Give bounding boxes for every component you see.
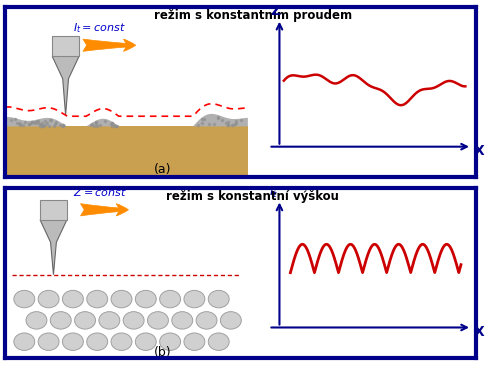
Circle shape [172, 312, 192, 329]
Circle shape [111, 290, 132, 308]
Circle shape [51, 312, 71, 329]
Circle shape [196, 312, 217, 329]
Circle shape [99, 312, 120, 329]
Text: režim s konstantním proudem: režim s konstantním proudem [154, 9, 352, 22]
Circle shape [87, 333, 108, 351]
Circle shape [208, 333, 229, 351]
Text: X: X [474, 325, 485, 339]
Text: Z: Z [271, 4, 281, 18]
FancyBboxPatch shape [5, 126, 248, 177]
Polygon shape [40, 220, 67, 275]
Circle shape [159, 290, 181, 308]
Circle shape [38, 290, 59, 308]
Polygon shape [52, 56, 79, 115]
Circle shape [26, 312, 47, 329]
Text: $I_t = const$: $I_t = const$ [73, 21, 126, 35]
Circle shape [38, 333, 59, 351]
Text: $Z = const$: $Z = const$ [73, 186, 127, 197]
Circle shape [184, 333, 205, 351]
Circle shape [62, 333, 84, 351]
FancyBboxPatch shape [52, 36, 79, 56]
Circle shape [62, 290, 84, 308]
Circle shape [14, 333, 35, 351]
Polygon shape [5, 114, 248, 126]
Text: (a): (a) [154, 163, 172, 176]
Circle shape [148, 312, 169, 329]
Circle shape [87, 290, 108, 308]
Circle shape [135, 333, 156, 351]
Circle shape [135, 290, 156, 308]
Circle shape [184, 290, 205, 308]
Circle shape [111, 333, 132, 351]
Circle shape [123, 312, 144, 329]
Circle shape [221, 312, 242, 329]
Circle shape [75, 312, 95, 329]
Text: X: X [474, 144, 485, 158]
Text: $I_t$: $I_t$ [268, 184, 278, 200]
Text: režim s konstantní výškou: režim s konstantní výškou [166, 190, 339, 203]
Circle shape [14, 290, 35, 308]
Circle shape [159, 333, 181, 351]
Text: (b): (b) [154, 346, 172, 359]
Circle shape [208, 290, 229, 308]
FancyBboxPatch shape [40, 200, 67, 220]
